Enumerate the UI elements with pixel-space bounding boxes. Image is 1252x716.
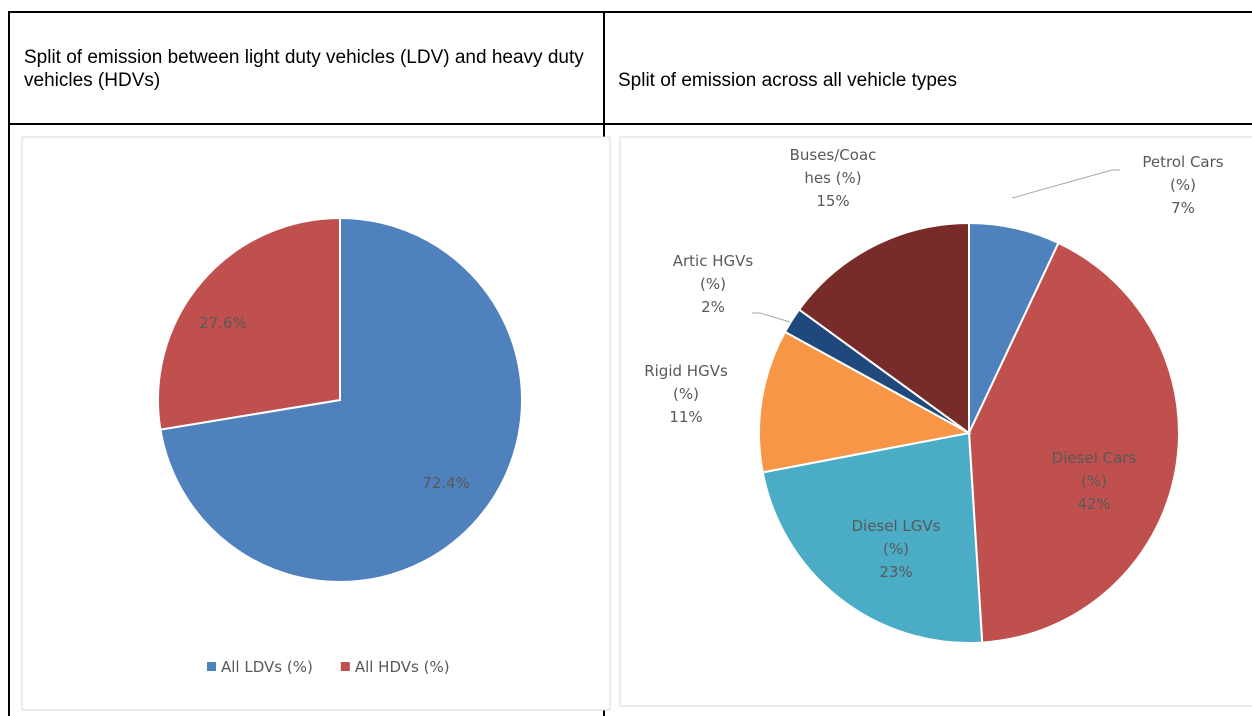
pie-slice (758, 330, 972, 474)
leader-line (752, 312, 791, 323)
data-label: 27.6% (199, 314, 247, 332)
label-line: (%) (883, 540, 909, 558)
label-line: hes (%) (804, 169, 861, 187)
leader-line (1011, 169, 1120, 199)
legend-swatch (340, 662, 350, 671)
data-label: 15% (816, 192, 849, 210)
category-label: Petrol Cars (%) (1142, 153, 1223, 194)
data-label: 2% (701, 298, 725, 316)
category-label: Buses/Coac hes (%) (790, 146, 877, 187)
label-line: (%) (700, 275, 726, 293)
label-line: (%) (673, 385, 699, 403)
pie-slice (797, 221, 970, 435)
label-line: (%) (1081, 472, 1107, 490)
label-line: Petrol Cars (1142, 153, 1223, 171)
pie-slice (967, 241, 1180, 644)
category-label: Artic HGVs (%) (673, 252, 754, 293)
pie-slice (159, 216, 523, 583)
pie-slice (157, 216, 341, 431)
data-label: 7% (1171, 199, 1195, 217)
label-line: Diesel Cars (1052, 449, 1137, 467)
header-cell: Split of emission between light duty veh… (24, 47, 584, 91)
legend-label: All HDVs (%) (355, 658, 450, 676)
data-label: 72.4% (422, 474, 470, 492)
header-text: Split of emission across all vehicle typ… (618, 70, 957, 91)
label-line: Artic HGVs (673, 252, 754, 270)
legend-swatch (207, 662, 216, 671)
category-label: Diesel Cars (%) (1052, 449, 1137, 490)
category-label: Rigid HGVs (%) (644, 362, 728, 403)
label-line: Buses/Coac (790, 146, 877, 164)
label-line: Rigid HGVs (644, 362, 728, 380)
table-border (8, 11, 1252, 716)
label-line: (%) (1170, 176, 1196, 194)
data-label: 11% (669, 408, 702, 426)
category-label: Diesel LGVs (%) (852, 517, 941, 558)
pie-slice (761, 431, 984, 644)
data-label: 23% (879, 563, 912, 581)
label-line: Diesel LGVs (852, 517, 941, 535)
header-text: Split of emission between light duty veh… (24, 47, 584, 91)
legend-label: All LDVs (%) (221, 658, 313, 676)
data-label: 42% (1077, 495, 1110, 513)
